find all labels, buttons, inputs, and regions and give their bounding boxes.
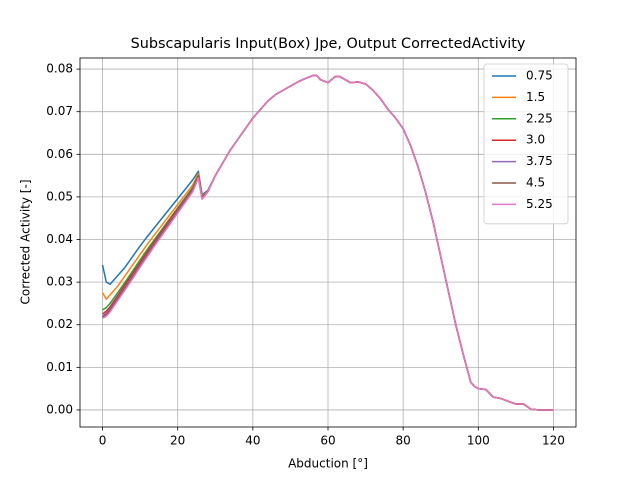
x-tick-label: 60 xyxy=(320,434,335,448)
legend-box xyxy=(483,63,569,225)
y-tick-label: 0.07 xyxy=(46,104,73,118)
y-tick-label: 0.00 xyxy=(46,402,73,416)
legend-label: 4.5 xyxy=(526,176,545,190)
legend-label: 3.0 xyxy=(526,133,545,147)
x-tick-label: 100 xyxy=(467,434,490,448)
x-tick-label: 80 xyxy=(396,434,411,448)
y-axis-label: Corrected Activity [-] xyxy=(19,180,33,305)
y-tick-label: 0.01 xyxy=(46,360,73,374)
axes-frame xyxy=(79,57,577,428)
y-tick-label: 0.06 xyxy=(46,147,73,161)
legend-label: 5.25 xyxy=(526,197,553,211)
y-tick-label: 0.05 xyxy=(46,189,73,203)
x-tick-label: 120 xyxy=(542,434,565,448)
legend-label: 1.5 xyxy=(526,90,545,104)
y-tick-label: 0.02 xyxy=(46,317,73,331)
legend-label: 2.25 xyxy=(526,111,553,125)
y-tick-label: 0.03 xyxy=(46,275,73,289)
series-line xyxy=(102,74,554,411)
y-tick-label: 0.04 xyxy=(46,232,73,246)
legend-label: 3.75 xyxy=(526,154,553,168)
y-tick-label: 0.08 xyxy=(46,62,73,76)
x-tick-label: 20 xyxy=(170,434,185,448)
x-tick-label: 40 xyxy=(245,434,260,448)
x-axis-label: Abduction [°] xyxy=(288,457,368,471)
x-tick-label: 0 xyxy=(99,434,107,448)
chart-title: Subscapularis Input(Box) Jpe, Output Cor… xyxy=(131,36,526,52)
legend-label: 0.75 xyxy=(526,69,553,83)
